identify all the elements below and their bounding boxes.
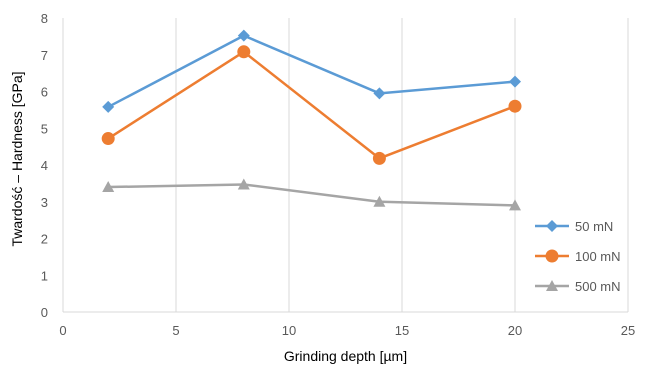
y-tick-label: 0 [41, 305, 48, 320]
y-tick-label: 5 [41, 121, 48, 136]
data-point-diamond [373, 87, 386, 100]
x-axis-label: Grinding depth [µm] [284, 348, 407, 364]
x-tick-label: 15 [395, 323, 409, 338]
data-point-triangle [102, 181, 115, 193]
legend-item: 100 mN [535, 249, 621, 264]
data-point-triangle [237, 178, 250, 190]
y-tick-label: 6 [41, 85, 48, 100]
data-point-circle [101, 132, 115, 146]
legend: 50 mN 100 mN 500 mN [535, 219, 621, 294]
axes: 0 5 10 15 20 25 0 1 2 3 4 5 6 7 8 [41, 11, 635, 338]
series-line [107, 50, 516, 160]
series-50-mn [102, 29, 521, 113]
x-tick-label: 0 [59, 323, 66, 338]
series [101, 29, 522, 211]
legend-label: 100 mN [575, 249, 621, 264]
series-line [107, 34, 516, 109]
x-tick-label: 25 [621, 323, 635, 338]
x-tick-label: 5 [172, 323, 179, 338]
series-100-mn [101, 45, 522, 165]
x-tick-label: 10 [282, 323, 296, 338]
y-tick-label: 4 [41, 158, 48, 173]
series-500-mn [102, 178, 521, 211]
legend-item: 500 mN [535, 279, 621, 294]
data-point-circle [237, 45, 251, 59]
data-point-diamond [102, 100, 115, 113]
y-tick-label: 8 [41, 11, 48, 26]
data-point-circle [508, 99, 522, 113]
data-point-diamond [546, 220, 558, 232]
x-tick-label: 20 [508, 323, 522, 338]
series-line [108, 183, 516, 207]
y-tick-label: 2 [41, 232, 48, 247]
data-point-diamond [509, 75, 521, 88]
grid-lines [62, 18, 629, 312]
y-axis-label: Twardość – Hardness [GPa] [9, 71, 25, 246]
data-point-circle [372, 151, 386, 165]
legend-label: 50 mN [575, 219, 613, 234]
y-tick-label: 1 [41, 268, 48, 283]
legend-item: 50 mN [535, 219, 613, 234]
legend-label: 500 mN [575, 279, 621, 294]
data-point-diamond [237, 29, 250, 42]
data-point-triangle [509, 199, 521, 211]
y-tick-label: 3 [41, 195, 48, 210]
data-point-triangle [373, 195, 386, 207]
y-tick-label: 7 [41, 48, 48, 63]
data-point-circle [545, 249, 559, 263]
data-point-triangle [546, 280, 558, 291]
